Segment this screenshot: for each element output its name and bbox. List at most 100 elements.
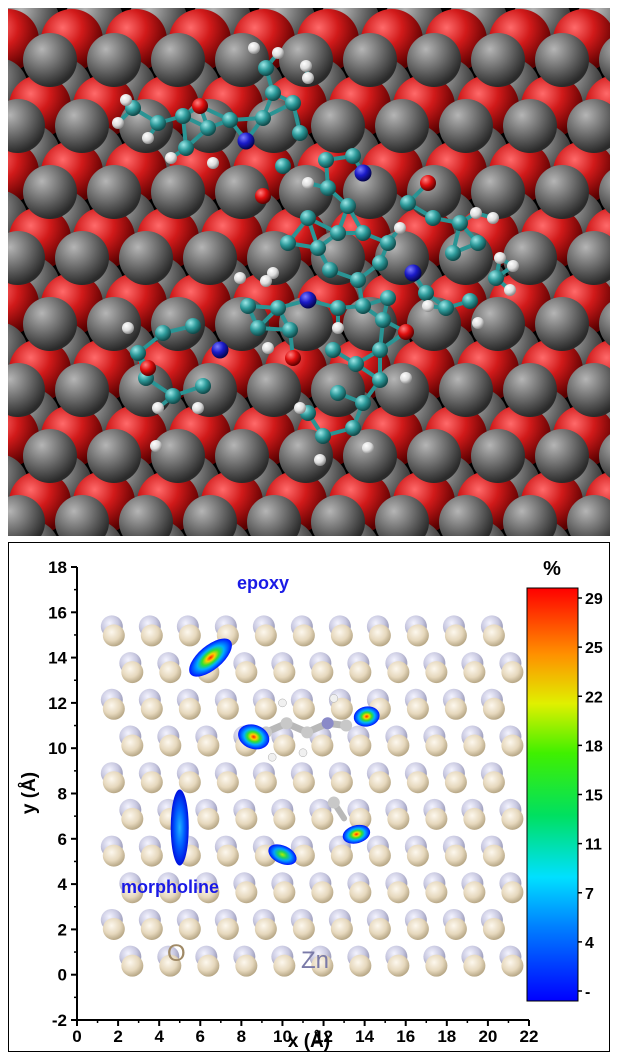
carbon-atom bbox=[282, 322, 298, 338]
zinc-atom bbox=[503, 495, 557, 536]
y-tick-label: -2 bbox=[52, 1011, 67, 1030]
hydrogen-atom bbox=[362, 442, 374, 454]
oxygen-lattice-atom bbox=[501, 807, 524, 830]
colorbar-tick-label: 15 bbox=[585, 788, 603, 805]
hydrogen-atom bbox=[494, 252, 506, 264]
oxygen-lattice-atom bbox=[387, 881, 410, 904]
colorbar-tick-label: 29 bbox=[585, 591, 603, 608]
oxygen-lattice-atom bbox=[254, 697, 277, 720]
oxygen-lattice-atom bbox=[349, 881, 372, 904]
zinc-atom bbox=[151, 165, 205, 219]
zinc-atom bbox=[55, 363, 109, 417]
hydrogen-atom bbox=[504, 284, 516, 296]
oxygen-lattice-atom bbox=[102, 697, 125, 720]
zinc-atom bbox=[599, 434, 610, 478]
hydrogen-atom bbox=[248, 42, 260, 54]
zinc-atom bbox=[8, 231, 45, 285]
oxygen-lattice-atom bbox=[197, 881, 220, 904]
zinc-atom bbox=[567, 231, 610, 285]
zinc-atom bbox=[535, 429, 589, 483]
carbon-atom bbox=[380, 290, 396, 306]
x-tick-label: 16 bbox=[396, 1027, 415, 1046]
oxygen-lattice-atom bbox=[463, 807, 486, 830]
oxygen-lattice-atom bbox=[197, 954, 220, 977]
zinc-atom bbox=[247, 363, 301, 417]
oxygen-lattice-atom bbox=[140, 624, 163, 647]
zinc-atom bbox=[471, 429, 525, 483]
zinc-atom bbox=[343, 33, 397, 87]
colorbar-tick-label: 4 bbox=[585, 935, 594, 952]
zinc-atom bbox=[471, 33, 525, 87]
oxygen-lattice-atom bbox=[330, 697, 353, 720]
carbon-atom bbox=[222, 112, 238, 128]
oxygen-lattice-atom bbox=[292, 917, 315, 940]
carbon-atom bbox=[488, 270, 504, 286]
colorbar-title: % bbox=[543, 558, 561, 580]
zinc-atom bbox=[567, 99, 610, 153]
y-axis-ticks: -2 0 2 4 6 8 10 12 14 16 18 bbox=[48, 558, 77, 1030]
colorbar-tick-label: 18 bbox=[585, 738, 603, 755]
y-axis-label: y (Å) bbox=[19, 772, 40, 814]
hydrogen-atom bbox=[487, 212, 499, 224]
oxygen-lattice-atom bbox=[425, 807, 448, 830]
carbon-atom bbox=[400, 195, 416, 211]
nitrogen-atom bbox=[237, 132, 255, 150]
oxygen-lattice-atom bbox=[444, 844, 467, 867]
oxygen-lattice-atom bbox=[178, 771, 201, 794]
zinc-atom bbox=[8, 495, 45, 536]
oxygen-lattice-atom bbox=[178, 917, 201, 940]
oxygen-lattice-atom bbox=[406, 844, 429, 867]
carbon-atom bbox=[265, 85, 281, 101]
zinc-atom bbox=[8, 99, 45, 153]
oxygen-lattice-atom bbox=[292, 771, 315, 794]
carbon-atom bbox=[375, 312, 391, 328]
x-tick-label: 14 bbox=[355, 1027, 374, 1046]
x-tick-label: 8 bbox=[237, 1027, 246, 1046]
density-map-panel: % 29 25 22 18 15 11 7 4- 0 2 4 6 8 10 12 14 16 18 20 22 -2… bbox=[8, 542, 610, 1052]
y-tick-label: 6 bbox=[58, 830, 67, 849]
oxygen-lattice-atom bbox=[349, 661, 372, 684]
colorbar-tick-labels: 29 25 22 18 15 11 7 4 - bbox=[578, 591, 603, 1001]
y-tick-label: 2 bbox=[58, 920, 67, 939]
molecular-render-panel bbox=[8, 8, 610, 536]
oxygen-lattice-atom bbox=[311, 881, 334, 904]
adsorbate-hydrogen bbox=[329, 694, 339, 703]
oxygen-lattice-atom bbox=[387, 954, 410, 977]
y-tick-label: 8 bbox=[58, 785, 67, 804]
carbon-atom bbox=[372, 342, 388, 358]
oxygen-lattice-atom bbox=[387, 661, 410, 684]
oxygen-lattice-atom bbox=[501, 661, 524, 684]
zinc-atom bbox=[87, 165, 141, 219]
oxygen-lattice-atom bbox=[254, 771, 277, 794]
oxygen-atom bbox=[140, 360, 156, 376]
zinc-annotation: Zn bbox=[301, 947, 329, 974]
carbon-atom bbox=[330, 225, 346, 241]
carbon-atom bbox=[310, 240, 326, 256]
carbon-atom bbox=[322, 262, 338, 278]
hydrogen-atom bbox=[122, 322, 134, 334]
zinc-atom bbox=[183, 231, 237, 285]
zinc-atom bbox=[599, 170, 610, 214]
oxygen-lattice-atom bbox=[216, 697, 239, 720]
colorbar bbox=[526, 587, 579, 1002]
hydrogen-atom bbox=[112, 117, 124, 129]
oxygen-lattice-atom bbox=[501, 734, 524, 757]
epoxy-hotspot bbox=[189, 638, 232, 677]
zinc-atom bbox=[439, 363, 493, 417]
zinc-atom bbox=[375, 363, 429, 417]
x-tick-label: 18 bbox=[437, 1027, 456, 1046]
zinc-atom bbox=[151, 429, 205, 483]
carbon-atom bbox=[175, 108, 191, 124]
oxygen-lattice-atom bbox=[102, 844, 125, 867]
zinc-atom bbox=[215, 165, 269, 219]
carbon-atom bbox=[300, 210, 316, 226]
carbon-atom bbox=[345, 148, 361, 164]
oxygen-lattice-atom bbox=[482, 624, 505, 647]
oxygen-lattice-atom bbox=[197, 807, 220, 830]
zinc-atom bbox=[471, 165, 525, 219]
zinc-atom bbox=[439, 99, 493, 153]
zinc-atom bbox=[23, 429, 77, 483]
oxygen-lattice-atom bbox=[425, 954, 448, 977]
hydrogen-atom bbox=[165, 152, 177, 164]
hydrogen-atom bbox=[234, 272, 246, 284]
